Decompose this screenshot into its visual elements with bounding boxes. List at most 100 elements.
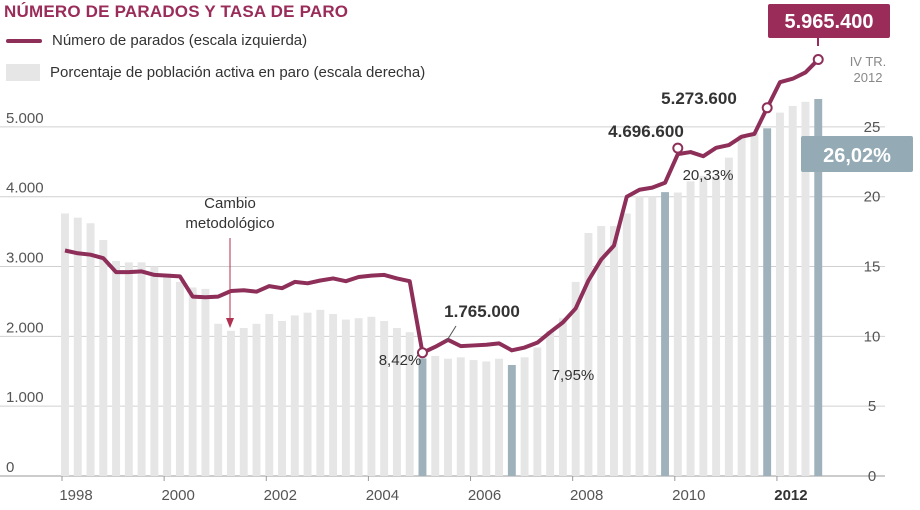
rate-bar-highlight xyxy=(507,364,516,476)
annot-4696600: 4.696.600 xyxy=(608,122,684,141)
y-right-tick: 0 xyxy=(868,468,876,485)
bars-group xyxy=(61,98,823,477)
callout-2602-text: 26,02% xyxy=(823,145,891,167)
rate-bar-highlight xyxy=(661,192,669,477)
rate-bar xyxy=(86,223,95,476)
rate-bar xyxy=(112,260,121,476)
rate-bar xyxy=(227,330,235,476)
period-label-line1: IV TR. xyxy=(850,54,887,69)
rate-bar xyxy=(456,357,465,476)
rate-bar xyxy=(405,332,414,476)
annot-5273600: 5.273.600 xyxy=(661,89,737,108)
chart-title: NÚMERO DE PARADOS Y TASA DE PARO xyxy=(4,2,349,21)
annot-1765000: 1.765.000 xyxy=(444,302,520,321)
rate-bar xyxy=(431,355,440,476)
callout-2602-box xyxy=(801,136,913,172)
rate-bar xyxy=(558,318,567,476)
note-line2: metodológico xyxy=(185,215,274,232)
rate-bar xyxy=(788,105,797,477)
rate-bar xyxy=(571,281,580,476)
annot-1765000-leader xyxy=(445,325,457,343)
rate-bar xyxy=(303,312,312,476)
annotations-group: IV TR.2012 Cambio metodológico 1.765.000 4.6… xyxy=(185,4,913,384)
rate-bar xyxy=(150,266,159,476)
legend-line-item: Número de parados (escala izquierda) xyxy=(6,32,307,49)
rate-bar xyxy=(699,175,708,477)
x-tick: 2008 xyxy=(570,487,603,504)
x-tick: 2002 xyxy=(264,487,297,504)
rate-bar xyxy=(354,318,363,476)
legend-bar-item: Porcentaje de población activa en paro (… xyxy=(6,64,425,81)
rate-bar xyxy=(392,327,401,476)
rate-bar xyxy=(239,327,248,476)
rate-bar xyxy=(610,226,618,476)
rate-bar xyxy=(469,360,478,476)
line-group xyxy=(64,54,824,359)
rate-bar xyxy=(724,157,733,476)
rate-bar xyxy=(278,321,286,476)
y-right-tick: 5 xyxy=(868,398,876,415)
callout-5965400-text: 5.965.400 xyxy=(785,11,874,33)
legend-line-label: Número de parados (escala izquierda) xyxy=(52,32,308,49)
rate-bar xyxy=(290,315,299,476)
callout-5965400-box xyxy=(768,4,890,38)
x-tick: 2000 xyxy=(161,487,194,504)
line-marker xyxy=(416,347,428,359)
rate-bar xyxy=(482,361,491,476)
y-left-tick: 4.000 xyxy=(6,180,44,197)
rate-bar xyxy=(341,319,350,476)
rate-bar xyxy=(712,175,721,477)
line-marker xyxy=(812,54,824,66)
x-tick: 2012 xyxy=(774,487,807,504)
rate-bar xyxy=(635,196,644,476)
rate-bar xyxy=(137,262,146,476)
rate-bar xyxy=(163,273,172,476)
rate-bar xyxy=(214,323,223,476)
rate-bar xyxy=(380,321,389,476)
rate-bar xyxy=(801,101,810,477)
legend-line-swatch xyxy=(6,38,42,43)
rate-bar xyxy=(775,112,784,476)
rate-bar xyxy=(124,262,133,476)
rate-bar-highlight xyxy=(763,128,772,476)
rate-bar xyxy=(265,314,274,476)
callout-5965400: 5.965.400 xyxy=(768,4,890,46)
callout-2602: 26,02% xyxy=(801,136,913,172)
rate-bar xyxy=(73,217,82,476)
rate-bar-highlight xyxy=(814,98,823,477)
rate-bar xyxy=(188,287,197,476)
line-marker xyxy=(672,142,684,154)
rate-bar xyxy=(252,323,261,476)
rate-bar xyxy=(201,288,210,476)
rate-bar xyxy=(546,330,555,476)
rate-bar xyxy=(316,309,325,476)
rate-bar xyxy=(686,181,695,476)
note-arrowhead xyxy=(226,318,234,328)
rate-bar xyxy=(648,196,657,476)
y-left-tick: 2.000 xyxy=(6,319,44,336)
rate-bar xyxy=(99,240,108,476)
axes-group: 0 1.000 2.000 3.000 4.000 5.000 0 5 10 15 20 25 1998… xyxy=(6,110,880,504)
x-tick: 2006 xyxy=(468,487,501,504)
rate-bar xyxy=(367,316,376,476)
y-right-tick: 20 xyxy=(864,189,881,206)
y-right-tick: 15 xyxy=(864,259,881,276)
rate-bar xyxy=(61,213,69,476)
rate-bar xyxy=(750,132,759,476)
note-line1: Cambio xyxy=(204,195,256,212)
rate-bar xyxy=(444,358,452,476)
y-left-tick: 0 xyxy=(6,459,14,476)
rate-bar xyxy=(329,314,338,476)
rate-bar xyxy=(622,213,631,476)
unemployed-line xyxy=(64,58,820,355)
rate-bar xyxy=(495,358,504,476)
grid-lines xyxy=(0,126,885,477)
rate-bar xyxy=(533,347,542,476)
line-marker xyxy=(761,102,773,114)
rate-bar xyxy=(584,233,593,476)
rate-bar-highlight xyxy=(418,358,427,476)
x-tick: 1998 xyxy=(59,487,92,504)
y-left-tick: 3.000 xyxy=(6,250,44,267)
y-right-tick: 25 xyxy=(864,119,881,136)
